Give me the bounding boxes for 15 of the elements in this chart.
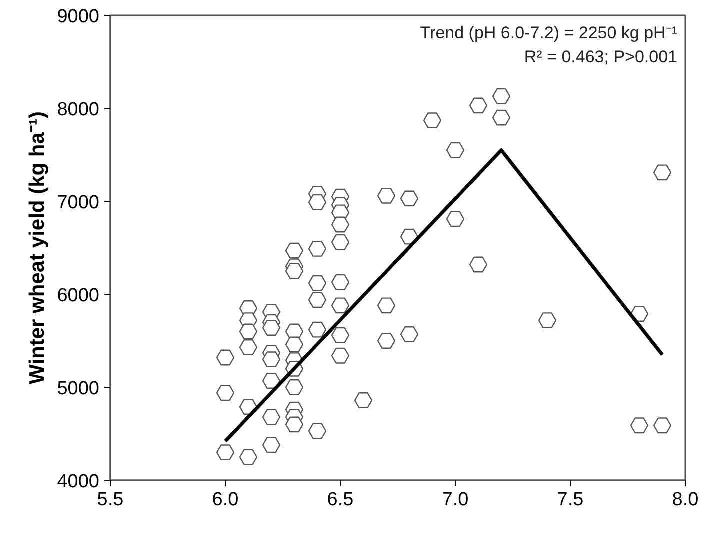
y-tick-label: 7000 <box>57 192 100 214</box>
annotation: Trend (pH 6.0-7.2) = 2250 kg pH⁻¹ <box>420 24 678 42</box>
x-tick-label: 5.5 <box>97 490 124 510</box>
x-tick-label: 6.0 <box>212 490 239 510</box>
y-tick-label: 5000 <box>57 378 100 400</box>
x-tick-label: 7.5 <box>557 490 584 510</box>
annotation: R² = 0.463; P>0.001 <box>524 48 678 66</box>
y-tick-label: 9000 <box>57 6 100 28</box>
x-tick-label: 7.0 <box>442 490 469 510</box>
x-tick-label: 8.0 <box>672 490 699 510</box>
y-tick-label: 4000 <box>57 472 100 492</box>
x-tick-label: 6.5 <box>327 490 354 510</box>
y-tick-label: 8000 <box>57 100 100 120</box>
y-axis-title: Winter wheat yield (kg ha⁻¹) <box>26 112 50 384</box>
y-tick-label: 6000 <box>57 286 100 306</box>
